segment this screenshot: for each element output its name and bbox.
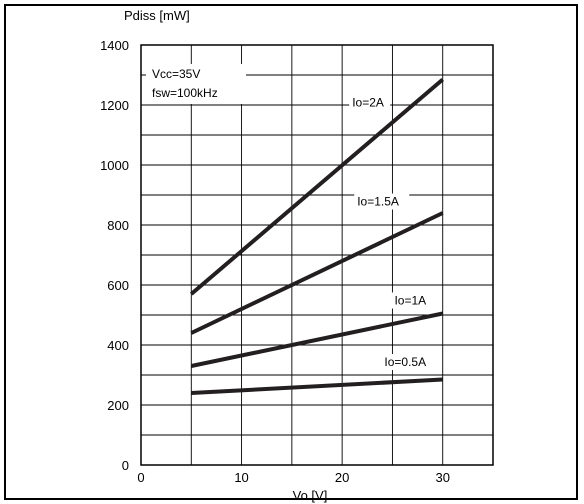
series-line-2 bbox=[190, 311, 444, 368]
series-group bbox=[189, 77, 445, 395]
series-label-1: Io=1.5A bbox=[357, 195, 399, 209]
condition-fsw: fsw=100kHz bbox=[152, 86, 218, 100]
series-line-0 bbox=[189, 77, 445, 296]
y-tick-label: 0 bbox=[122, 458, 129, 473]
x-tick-label: 20 bbox=[335, 470, 349, 485]
plot-area bbox=[140, 44, 494, 466]
series-line-1 bbox=[190, 211, 444, 335]
series-label-bg bbox=[354, 193, 410, 210]
y-tick-label: 400 bbox=[107, 338, 129, 353]
series-label-bg bbox=[391, 292, 433, 309]
series-label-bg bbox=[349, 94, 391, 111]
y-tick-label: 200 bbox=[107, 398, 129, 413]
y-tick-label: 600 bbox=[107, 278, 129, 293]
y-tick-label: 1000 bbox=[100, 158, 129, 173]
chart-frame bbox=[4, 4, 578, 500]
grid bbox=[141, 45, 493, 465]
series-line-3 bbox=[191, 377, 443, 395]
x-tick-label: 0 bbox=[137, 470, 144, 485]
x-tick-label: 30 bbox=[435, 470, 449, 485]
series-labels: Io=2A Io=1.5A Io=1A Io=0.5A bbox=[349, 94, 437, 370]
conditions-box-bg bbox=[146, 64, 246, 104]
condition-vcc: Vcc=35V bbox=[152, 67, 200, 81]
series-label-2: Io=1A bbox=[394, 294, 426, 308]
series-label-bg bbox=[381, 354, 437, 370]
series-label-0: Io=2A bbox=[352, 96, 384, 110]
y-tick-label: 1400 bbox=[100, 38, 129, 53]
y-tick-label: 1200 bbox=[100, 98, 129, 113]
x-axis-label: Vo [V] bbox=[293, 488, 328, 503]
series-label-3: Io=0.5A bbox=[384, 355, 426, 369]
y-tick-label: 800 bbox=[107, 218, 129, 233]
ticks-group: 0 200 400 600 800 1000 1200 1400 0 10 20 30 bbox=[100, 38, 450, 485]
y-axis-label: Pdiss [mW] bbox=[124, 8, 190, 23]
x-tick-label: 10 bbox=[234, 470, 248, 485]
